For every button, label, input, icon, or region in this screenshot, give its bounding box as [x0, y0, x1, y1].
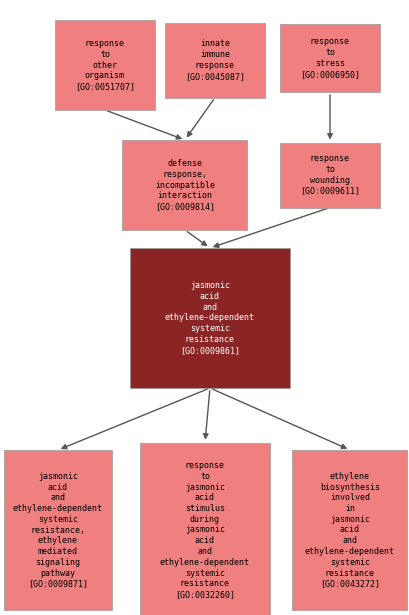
Text: defense
response,
incompatible
interaction
[GO:0009814]: defense response, incompatible interacti…: [155, 159, 214, 211]
Text: response
to
stress
[GO:0006950]: response to stress [GO:0006950]: [299, 38, 359, 79]
FancyBboxPatch shape: [292, 450, 407, 610]
FancyBboxPatch shape: [122, 140, 247, 230]
FancyBboxPatch shape: [55, 20, 155, 110]
Text: innate
immune
response
[GO:0045087]: innate immune response [GO:0045087]: [184, 39, 245, 81]
FancyBboxPatch shape: [279, 24, 379, 92]
Text: response
to
other
organism
[GO:0051707]: response to other organism [GO:0051707]: [75, 39, 135, 91]
FancyBboxPatch shape: [164, 23, 264, 98]
Text: ethylene
biosynthesis
involved
in
jasmonic
acid
and
ethylene-dependent
systemic
: ethylene biosynthesis involved in jasmon…: [304, 472, 394, 589]
FancyBboxPatch shape: [279, 143, 379, 207]
Text: response
to
jasmonic
acid
stimulus
during
jasmonic
acid
and
ethylene-dependent
s: response to jasmonic acid stimulus durin…: [160, 461, 249, 599]
FancyBboxPatch shape: [130, 248, 289, 388]
FancyBboxPatch shape: [4, 450, 112, 610]
Text: jasmonic
acid
and
ethylene-dependent
systemic
resistance,
ethylene
mediated
sign: jasmonic acid and ethylene-dependent sys…: [13, 472, 103, 589]
FancyBboxPatch shape: [139, 443, 270, 615]
Text: jasmonic
acid
and
ethylene-dependent
systemic
resistance
[GO:0009861]: jasmonic acid and ethylene-dependent sys…: [164, 281, 254, 355]
Text: response
to
wounding
[GO:0009611]: response to wounding [GO:0009611]: [299, 154, 359, 196]
